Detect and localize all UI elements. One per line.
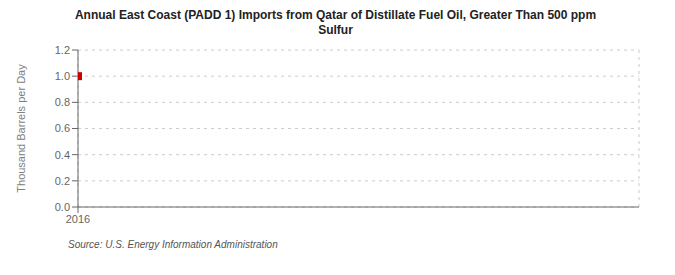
svg-text:0.4: 0.4 — [55, 149, 70, 161]
html-text:Source: U.S. Energy Informatio: Source: U.S. Energy Information Administ… — [68, 239, 278, 250]
svg-text:1.0: 1.0 — [55, 70, 70, 82]
svg-text:0.8: 0.8 — [55, 96, 70, 108]
svg-text:1.2: 1.2 — [55, 44, 70, 56]
svg-text:0.6: 0.6 — [55, 122, 70, 134]
svg-text:2016: 2016 — [66, 213, 90, 225]
html-text:Annual East Coast (PADD 1) Imp: Annual East Coast (PADD 1) Imports from … — [74, 8, 597, 22]
svg-text:0.0: 0.0 — [55, 201, 70, 213]
svg-text:Thousand Barrels per Day: Thousand Barrels per Day — [15, 64, 27, 193]
svg-text:0.2: 0.2 — [55, 175, 70, 187]
html-text:Sulfur: Sulfur — [318, 23, 353, 37]
